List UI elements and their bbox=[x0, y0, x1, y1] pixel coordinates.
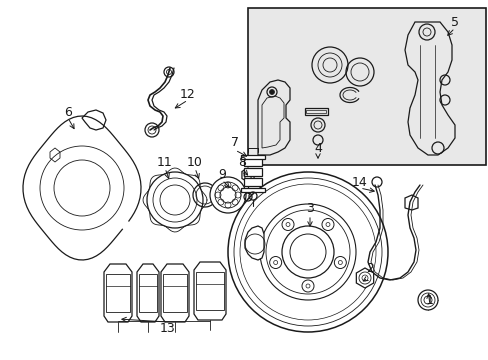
Circle shape bbox=[282, 226, 333, 278]
Text: 13: 13 bbox=[160, 321, 176, 334]
Text: 4: 4 bbox=[313, 141, 321, 154]
Bar bbox=[247, 8, 485, 165]
Text: 3: 3 bbox=[305, 202, 313, 215]
Circle shape bbox=[269, 257, 281, 269]
Polygon shape bbox=[244, 226, 264, 260]
Circle shape bbox=[227, 172, 387, 332]
Circle shape bbox=[260, 204, 355, 300]
Text: 12: 12 bbox=[180, 89, 196, 102]
Text: 11: 11 bbox=[157, 157, 173, 170]
Text: 7: 7 bbox=[230, 136, 239, 149]
Circle shape bbox=[282, 219, 293, 230]
Circle shape bbox=[417, 290, 437, 310]
Text: 8: 8 bbox=[238, 157, 245, 170]
Text: 5: 5 bbox=[450, 15, 458, 28]
Bar bbox=[241, 188, 264, 192]
Bar bbox=[241, 155, 264, 159]
Text: 10: 10 bbox=[187, 157, 203, 170]
Text: 1: 1 bbox=[425, 293, 433, 306]
Circle shape bbox=[321, 219, 333, 230]
Text: 6: 6 bbox=[64, 105, 72, 118]
Bar bbox=[244, 158, 262, 166]
Bar bbox=[244, 168, 262, 176]
Polygon shape bbox=[356, 268, 373, 288]
Text: 14: 14 bbox=[351, 175, 367, 189]
Circle shape bbox=[269, 90, 274, 94]
Text: 9: 9 bbox=[218, 168, 225, 181]
Circle shape bbox=[147, 172, 203, 228]
Circle shape bbox=[334, 257, 346, 269]
Text: 2: 2 bbox=[366, 261, 373, 274]
Bar bbox=[244, 178, 262, 186]
Circle shape bbox=[209, 177, 245, 213]
Circle shape bbox=[302, 280, 313, 292]
